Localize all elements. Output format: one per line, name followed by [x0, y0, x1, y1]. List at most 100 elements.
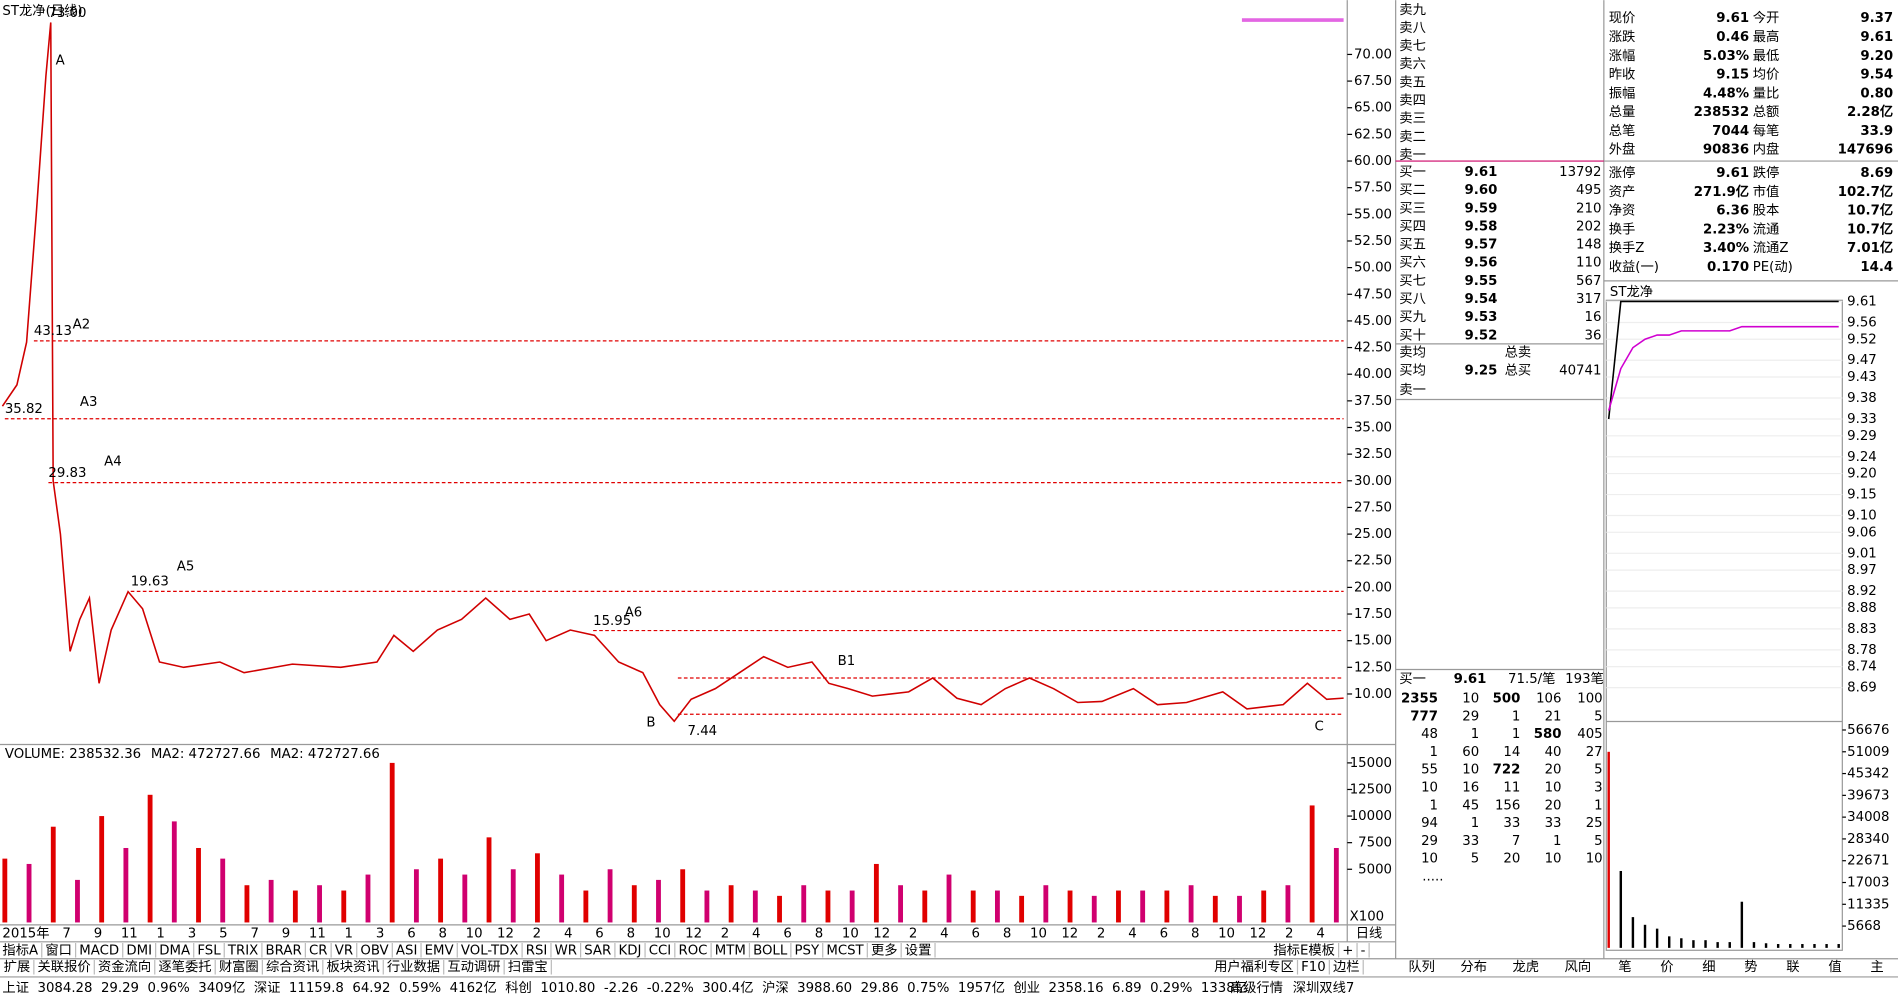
quote-label: 涨幅 [1609, 48, 1636, 64]
tab[interactable]: 边栏 [1333, 959, 1360, 975]
x-tick-label: 6 [972, 926, 980, 941]
y-tick-label: 9.61 [1847, 294, 1877, 309]
tab[interactable]: ROC [678, 943, 707, 958]
tab[interactable]: 笔 [1618, 959, 1631, 975]
tab[interactable]: KDJ [619, 943, 642, 958]
volume-bar [123, 847, 129, 923]
tab[interactable]: 窗口 [45, 941, 72, 958]
quote-value: 6.36 [1716, 204, 1749, 219]
tab[interactable]: OBV [360, 943, 388, 958]
quote-value: 9.54 [1860, 68, 1893, 83]
tab[interactable]: CR [309, 943, 328, 958]
tab[interactable]: FSL [197, 943, 221, 958]
tab[interactable]: VOL-TDX [461, 943, 519, 958]
tab[interactable]: WR [555, 943, 577, 958]
volume-bar [1188, 885, 1194, 923]
volume-bar [75, 879, 80, 923]
y-tick-label: 9.10 [1847, 509, 1877, 524]
tab[interactable]: ASI [396, 943, 417, 958]
tab[interactable]: TRIX [227, 943, 258, 958]
sell-level: 卖四 [1399, 93, 1426, 109]
tab[interactable]: 设置 [905, 942, 932, 958]
tick-cell: 10 [1421, 780, 1438, 795]
annotation: B1 [838, 654, 856, 669]
status-item: 沪深 [762, 980, 789, 996]
tab[interactable]: 价 [1660, 960, 1673, 975]
quote-label: 最高 [1753, 28, 1780, 45]
tab[interactable]: RSI [526, 943, 548, 958]
volume-bar [1333, 847, 1339, 923]
tab[interactable]: 综合资讯 [266, 959, 319, 975]
volume-bar [607, 869, 613, 923]
tick-cell: 1 [1471, 816, 1479, 831]
tab[interactable]: - [1361, 943, 1366, 958]
tick-cell: 33 [1503, 816, 1520, 831]
intraday-frame [1605, 299, 1843, 951]
tab[interactable]: 板块资讯 [326, 959, 379, 975]
quote-value: 4.48% [1703, 86, 1749, 101]
tick-cell: 33 [1545, 816, 1562, 831]
tick-cell: 10 [1545, 852, 1562, 867]
tab[interactable]: SAR [584, 943, 611, 958]
tab[interactable]: MCST [826, 943, 864, 958]
tab[interactable]: DMI [126, 943, 152, 958]
y-tick-label: 8.88 [1847, 601, 1877, 616]
tab[interactable]: 更多 [871, 941, 898, 958]
tab[interactable]: CCI [649, 943, 672, 958]
tab[interactable]: 用户福利专区 [1214, 958, 1294, 975]
y-tick-label: 11335 [1847, 897, 1889, 912]
tick-cell: 2355 [1401, 692, 1438, 707]
tab[interactable]: BRAR [266, 943, 302, 958]
total-buy-volume: 40741 [1559, 363, 1601, 378]
tab[interactable]: 分布 [1460, 959, 1487, 975]
y-tick-label: 8.92 [1847, 584, 1877, 599]
tab[interactable]: 指标E模板 [1273, 942, 1335, 958]
buy-volume: 495 [1576, 183, 1601, 198]
tick-header: 买一 [1399, 671, 1426, 687]
tab[interactable]: 细 [1702, 959, 1715, 975]
tab[interactable]: 行业数据 [387, 959, 440, 975]
quote-label: 资产 [1609, 184, 1636, 200]
price-label: 35.82 [5, 402, 43, 417]
tab[interactable]: 主 [1870, 959, 1883, 975]
intraday-volume-bar [1655, 928, 1659, 948]
quote-value: 5.03% [1703, 49, 1749, 64]
tab[interactable]: 值 [1828, 959, 1841, 975]
tab[interactable]: 指标A [2, 942, 38, 958]
tab[interactable]: 扩展 [4, 959, 31, 975]
tab[interactable]: 联 [1786, 959, 1799, 975]
tab[interactable]: 势 [1744, 959, 1757, 975]
tab[interactable]: MACD [79, 943, 119, 958]
y-tick-label: 5668 [1847, 919, 1881, 934]
tab[interactable]: DMA [159, 943, 190, 958]
volume-bar [1067, 890, 1073, 923]
y-tick-label: 52.50 [1354, 234, 1392, 249]
volume-legend: VOLUME: 238532.36 [5, 747, 141, 762]
quote-label: 总额 [1753, 104, 1780, 120]
tab[interactable]: + [1342, 943, 1353, 958]
tab[interactable]: F10 [1301, 960, 1326, 975]
status-item: 3409亿 [198, 980, 245, 996]
tab[interactable]: MTM [715, 943, 746, 958]
sell-level: 卖三 [1399, 111, 1426, 127]
volume-bar [583, 890, 589, 923]
tab[interactable]: 队列 [1408, 959, 1435, 975]
tab[interactable]: VR [335, 943, 353, 958]
quote-label: 涨跌 [1609, 29, 1636, 45]
tick-cell: 777 [1410, 709, 1438, 724]
y-tick-label: 65.00 [1354, 101, 1392, 116]
tab[interactable]: 风向 [1565, 959, 1592, 975]
tick-cell: 1 [1471, 727, 1479, 742]
tab[interactable]: EMV [425, 943, 454, 958]
tab[interactable]: 关联报价 [37, 959, 90, 975]
tab[interactable]: 互动调研 [447, 959, 500, 975]
tab[interactable]: 扫雷宝 [508, 959, 548, 975]
tab[interactable]: BOLL [753, 943, 788, 958]
tab[interactable]: 逐笔委托 [158, 959, 211, 975]
tab[interactable]: 龙虎 [1512, 959, 1539, 975]
tick-header: 71.5/笔 [1508, 671, 1555, 687]
tab[interactable]: 资金流向 [98, 959, 151, 975]
tab[interactable]: 财富圈 [219, 958, 259, 975]
tab[interactable]: PSY [794, 943, 819, 958]
y-tick-label: 10.00 [1354, 687, 1392, 702]
